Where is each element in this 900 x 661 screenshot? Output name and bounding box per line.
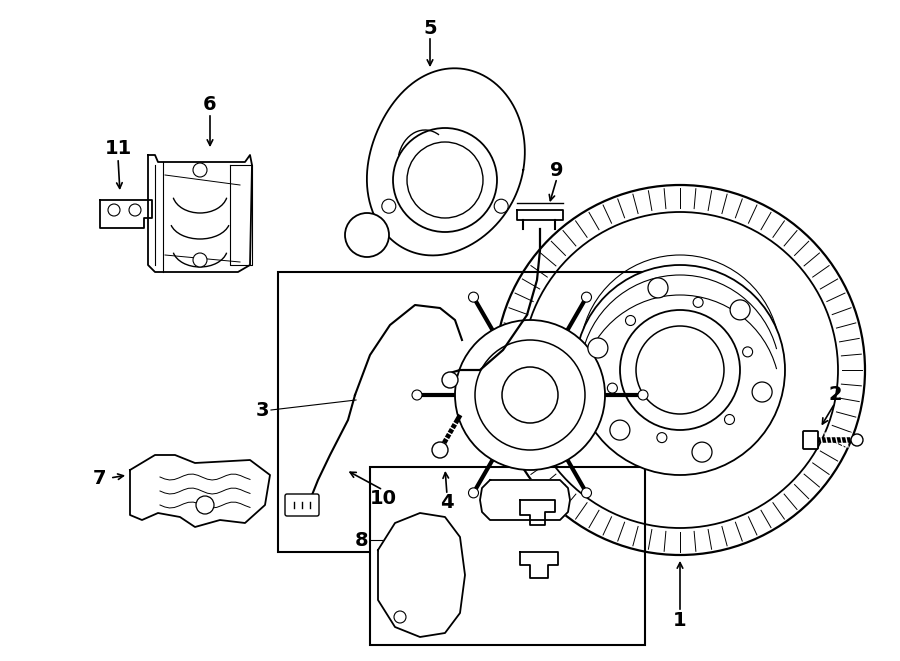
Circle shape — [620, 310, 740, 430]
Circle shape — [588, 338, 608, 358]
Circle shape — [638, 390, 648, 400]
Circle shape — [581, 292, 591, 302]
Circle shape — [692, 442, 712, 462]
Text: 5: 5 — [423, 19, 436, 38]
Circle shape — [469, 292, 479, 302]
Circle shape — [412, 390, 422, 400]
Circle shape — [752, 382, 772, 402]
Text: 8: 8 — [356, 531, 369, 549]
Circle shape — [648, 278, 668, 298]
Text: 6: 6 — [203, 95, 217, 114]
Circle shape — [610, 420, 630, 440]
Circle shape — [442, 372, 458, 388]
Circle shape — [724, 414, 734, 424]
Polygon shape — [367, 68, 525, 255]
Polygon shape — [148, 155, 252, 272]
Circle shape — [742, 347, 752, 357]
Text: 7: 7 — [94, 469, 107, 488]
Circle shape — [626, 315, 635, 325]
Circle shape — [469, 488, 479, 498]
Circle shape — [407, 142, 483, 218]
Circle shape — [494, 199, 508, 214]
Circle shape — [455, 320, 605, 470]
Text: 11: 11 — [104, 139, 131, 157]
Text: 3: 3 — [256, 401, 269, 420]
Text: 1: 1 — [673, 611, 687, 629]
Polygon shape — [100, 200, 152, 228]
Circle shape — [502, 367, 558, 423]
Text: 10: 10 — [370, 488, 397, 508]
Circle shape — [394, 611, 406, 623]
Bar — [278, 272, 643, 552]
Circle shape — [108, 204, 120, 216]
Circle shape — [581, 488, 591, 498]
Circle shape — [382, 199, 396, 214]
Polygon shape — [130, 455, 270, 527]
Circle shape — [608, 383, 617, 393]
Bar — [370, 467, 645, 645]
Circle shape — [657, 432, 667, 443]
Text: 4: 4 — [440, 494, 454, 512]
FancyBboxPatch shape — [803, 431, 818, 449]
Text: 9: 9 — [550, 161, 563, 180]
FancyBboxPatch shape — [285, 494, 319, 516]
Circle shape — [432, 442, 448, 458]
Circle shape — [851, 434, 863, 446]
Text: 2: 2 — [828, 385, 842, 405]
Circle shape — [575, 265, 785, 475]
Polygon shape — [480, 480, 570, 520]
Circle shape — [693, 297, 703, 307]
Polygon shape — [378, 513, 465, 637]
Circle shape — [730, 300, 750, 320]
Circle shape — [475, 340, 585, 450]
Circle shape — [129, 204, 141, 216]
Circle shape — [393, 128, 497, 232]
Circle shape — [193, 163, 207, 177]
Circle shape — [193, 253, 207, 267]
Circle shape — [345, 213, 389, 257]
Circle shape — [196, 496, 214, 514]
